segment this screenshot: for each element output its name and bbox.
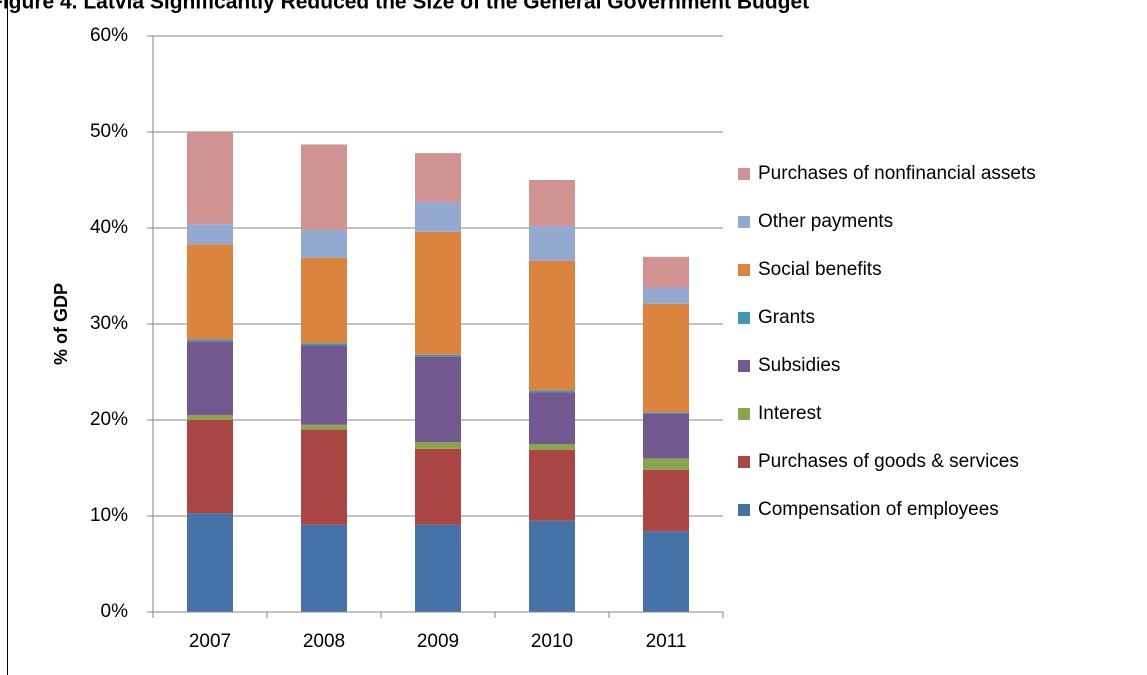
bar-segment	[643, 256, 689, 288]
bar-segment	[529, 520, 575, 612]
bar-segment	[187, 513, 233, 612]
y-tick-label: 50%	[90, 121, 128, 142]
bar-segment	[415, 356, 461, 443]
bar-segment	[415, 448, 461, 525]
bar-segment	[301, 343, 347, 346]
bar-segment	[529, 449, 575, 521]
legend-swatch	[738, 312, 750, 324]
bar-segment	[301, 429, 347, 525]
bar-segment	[187, 244, 233, 340]
bar-segment	[187, 341, 233, 416]
legend-label: Grants	[758, 307, 815, 328]
bar-segment	[187, 420, 233, 514]
bar-segment	[187, 339, 233, 342]
bar-segment	[529, 260, 575, 391]
legend-swatch	[738, 216, 750, 228]
x-tick-label: 2010	[531, 631, 573, 652]
x-tick-label: 2007	[189, 631, 231, 652]
y-tick-label: 0%	[101, 601, 129, 622]
bar-segment	[643, 413, 689, 459]
bar-segment	[529, 390, 575, 393]
legend-label: Social benefits	[758, 259, 882, 280]
legend-swatch	[738, 360, 750, 372]
bar-segment	[187, 132, 233, 225]
bar-segment	[415, 202, 461, 232]
bar-segment	[643, 531, 689, 612]
legend-label: Interest	[758, 403, 822, 424]
legend-swatch	[738, 408, 750, 420]
bar-segment	[643, 458, 689, 470]
bar-segment	[529, 392, 575, 444]
legend-swatch	[738, 264, 750, 276]
y-tick-label: 20%	[90, 409, 128, 430]
bar-segment	[415, 231, 461, 355]
bar-segment	[643, 303, 689, 413]
legend-label: Purchases of nonfinancial assets	[758, 163, 1036, 184]
legend-label: Purchases of goods & services	[758, 451, 1019, 472]
bar-segment	[643, 412, 689, 414]
bar-segment	[529, 180, 575, 227]
y-tick-label: 40%	[90, 217, 128, 238]
legend-swatch	[738, 168, 750, 180]
bar-segment	[643, 469, 689, 532]
chart-title: Figure 4. Latvia Significantly Reduced t…	[0, 0, 809, 14]
y-tick-label: 10%	[90, 505, 128, 526]
x-tick-label: 2009	[417, 631, 459, 652]
legend-swatch	[738, 504, 750, 516]
bar-segment	[415, 153, 461, 203]
y-tick-label: 30%	[90, 313, 128, 334]
bar-segment	[415, 442, 461, 449]
bar-segment	[187, 415, 233, 420]
legend-label: Subsidies	[758, 355, 840, 376]
bar-segment	[301, 144, 347, 230]
bar-segment	[301, 524, 347, 612]
x-tick-label: 2011	[646, 631, 687, 652]
y-tick-label: 60%	[90, 25, 128, 46]
legend-label: Other payments	[758, 211, 893, 232]
legend-label: Compensation of employees	[758, 499, 999, 520]
y-axis-label: % of GDP	[51, 283, 71, 365]
bar-segment	[529, 444, 575, 450]
bar-segment	[301, 257, 347, 344]
bar-segment	[415, 524, 461, 612]
bar-segment	[187, 224, 233, 245]
bar-segment	[415, 354, 461, 357]
legend-swatch	[738, 456, 750, 468]
bar-segment	[301, 424, 347, 430]
x-tick-label: 2008	[303, 631, 345, 652]
bar-segment	[643, 287, 689, 304]
bar-segment	[301, 229, 347, 258]
bar-segment	[301, 345, 347, 425]
bar-segment	[529, 226, 575, 261]
